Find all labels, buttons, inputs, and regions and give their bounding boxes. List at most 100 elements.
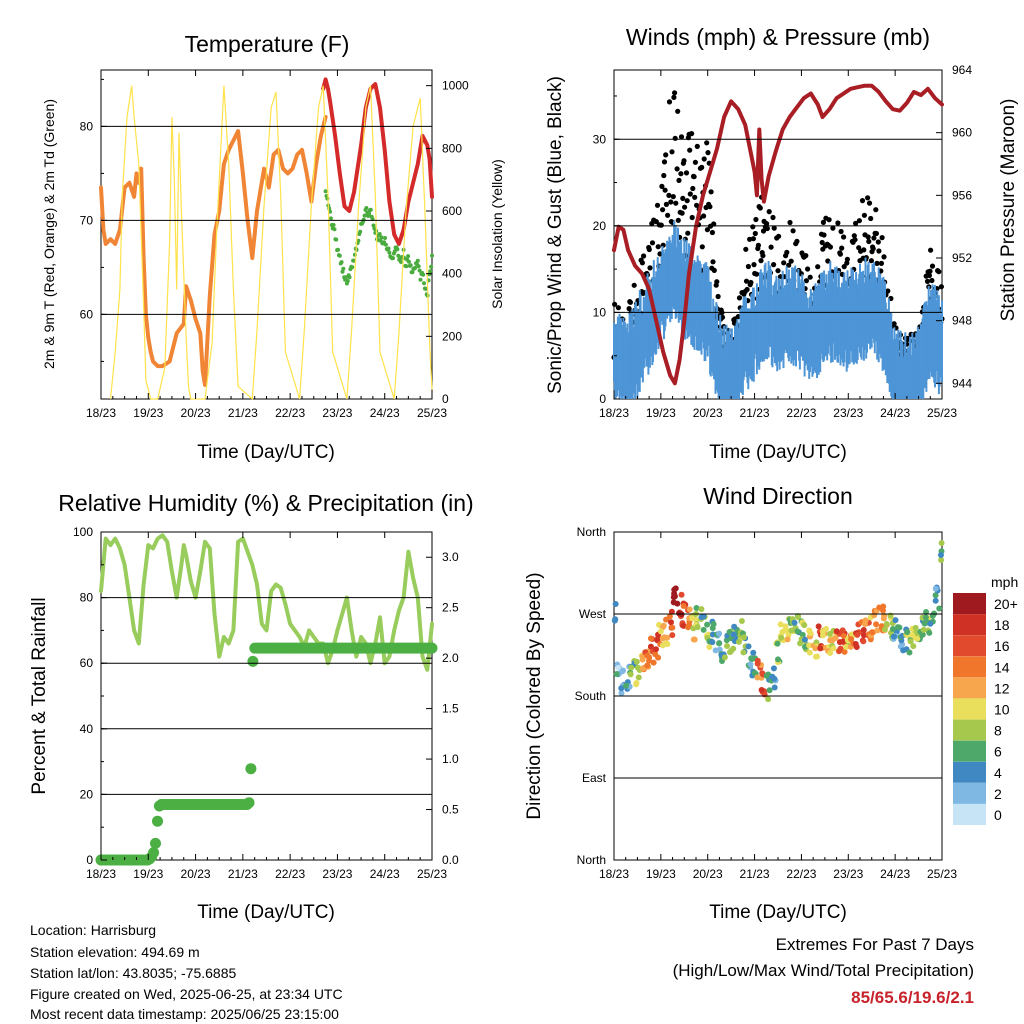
- gust-point: [766, 209, 772, 215]
- direction-point: [620, 667, 627, 674]
- direction-point: [932, 585, 939, 592]
- direction-point: [716, 630, 723, 637]
- direction-point: [751, 670, 758, 677]
- gust-point: [657, 251, 663, 257]
- winds_pressure-x-tick-label: 22/23: [786, 406, 816, 420]
- dewpoint-point: [345, 279, 350, 283]
- gust-point: [708, 189, 714, 195]
- direction-point: [635, 674, 642, 681]
- dewpoint-point: [383, 236, 387, 240]
- dewpoint-point: [350, 265, 355, 270]
- direction-point: [840, 638, 847, 645]
- winds_pressure-x-tick-label: 24/23: [880, 406, 910, 420]
- legend-label: 4: [994, 765, 1002, 781]
- direction-point: [650, 659, 657, 666]
- direction-point: [932, 597, 939, 604]
- direction-point: [612, 601, 619, 608]
- direction-point: [912, 624, 919, 631]
- direction-point: [852, 641, 859, 648]
- direction-point: [854, 631, 861, 638]
- gust-point: [929, 263, 936, 269]
- gust-point: [764, 225, 770, 232]
- direction-point: [890, 633, 897, 640]
- legend-label: 18: [994, 617, 1010, 633]
- direction-title: Wind Direction: [703, 483, 853, 509]
- direction-point: [932, 592, 939, 599]
- direction-point: [740, 649, 747, 656]
- gust-point: [672, 90, 678, 96]
- direction-point: [613, 671, 620, 678]
- gust-point: [687, 147, 693, 153]
- gust-point: [715, 293, 721, 300]
- dewpoint-point: [418, 277, 423, 282]
- direction-point: [691, 636, 698, 643]
- precip-point: [247, 655, 259, 667]
- direction-point: [938, 540, 945, 547]
- gust-point: [794, 238, 800, 244]
- humidity_precip-x-tick-label: 25/23: [417, 867, 447, 881]
- gust-point: [879, 235, 885, 241]
- humidity_precip-y2-tick-label: 0.5: [442, 803, 459, 817]
- gust-point: [852, 237, 858, 243]
- direction-point: [771, 684, 778, 691]
- speed-color-legend: mph 20+ 18 16 14 12 10 8 6 4 2 0: [953, 574, 1018, 825]
- winds_pressure-y-tick-label: 0: [599, 392, 606, 406]
- gust-point: [873, 230, 880, 237]
- gust-point: [676, 177, 682, 183]
- gust-point: [687, 191, 693, 197]
- gust-point: [685, 230, 691, 236]
- gust-point: [938, 284, 945, 290]
- gust-point: [929, 277, 935, 284]
- direction-point: [920, 626, 927, 633]
- gust-point: [668, 199, 674, 205]
- dewpoint-point: [377, 232, 382, 236]
- direction-point: [874, 627, 881, 634]
- humidity-y-label: Percent & Total Rainfall: [29, 597, 50, 794]
- humidity_precip-y2-tick-label: 3.0: [442, 550, 459, 564]
- wind_direction-y-tick-label: South: [575, 689, 606, 703]
- wind_direction-data-layer: [611, 540, 945, 703]
- gust-point: [743, 246, 749, 252]
- gust-point: [751, 262, 757, 268]
- dewpoint-point: [336, 247, 340, 252]
- gust-point: [885, 288, 891, 294]
- temp_9m-line: [99, 115, 328, 387]
- direction-point: [633, 658, 640, 665]
- wind_direction-y-tick-label: West: [579, 607, 607, 621]
- dewpoint-point: [362, 213, 367, 218]
- gust-point: [760, 253, 766, 259]
- direction-point: [819, 628, 826, 635]
- gust-point: [924, 278, 931, 284]
- direction-point: [709, 631, 716, 638]
- gust-point: [658, 222, 664, 228]
- direction-point: [669, 624, 676, 631]
- temperature-data-layer: [99, 77, 434, 401]
- gust-point: [775, 268, 781, 274]
- gust-point: [875, 239, 881, 245]
- gust-point: [736, 295, 743, 301]
- direction-point: [907, 638, 914, 645]
- direction-point: [704, 621, 711, 628]
- wind_direction-x-tick-label: 23/23: [833, 867, 863, 881]
- dewpoint-point: [340, 269, 345, 274]
- direction-point: [801, 622, 808, 629]
- direction-x-label: Time (Day/UTC): [709, 902, 847, 923]
- direction-point: [628, 664, 635, 671]
- gust-point: [805, 266, 811, 272]
- gust-point: [682, 204, 688, 210]
- winds_pressure-data-layer: [611, 83, 945, 399]
- gust-point: [768, 244, 774, 250]
- temperature-y2-tick-label: 400: [442, 267, 462, 281]
- temperature-y2-tick-label: 200: [442, 329, 462, 343]
- gust-point: [750, 224, 756, 230]
- winds-y-label: Sonic/Prop Wind & Gust (Blue, Black): [545, 76, 566, 394]
- direction-point: [894, 624, 901, 631]
- gust-point: [654, 202, 661, 208]
- gust-point: [807, 274, 813, 280]
- gust-point: [771, 225, 777, 231]
- gust-point: [714, 279, 720, 285]
- gust-point: [699, 244, 705, 250]
- direction-point: [693, 605, 700, 612]
- wind_direction-x-tick-label: 20/23: [693, 867, 723, 881]
- direction-point: [618, 690, 625, 697]
